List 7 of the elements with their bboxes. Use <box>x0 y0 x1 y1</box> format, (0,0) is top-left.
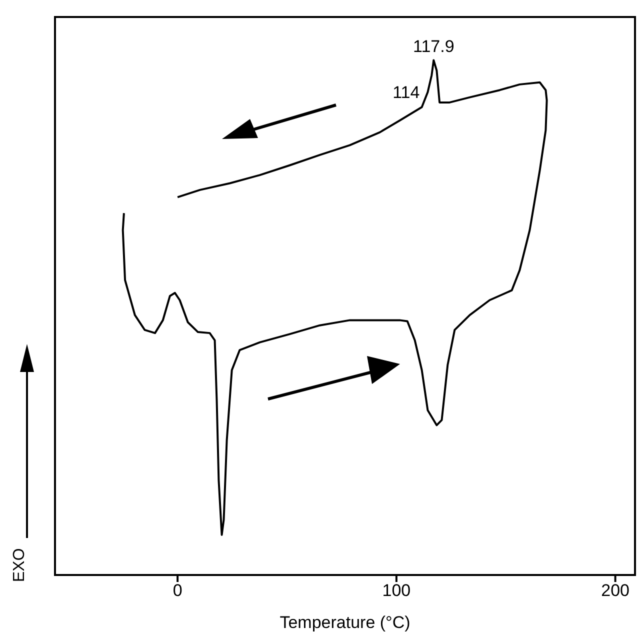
x-axis-title: Temperature (°C) <box>280 613 410 632</box>
annotation: 114 <box>392 83 420 102</box>
y-axis-title: EXO <box>11 548 28 582</box>
x-tick-label: 0 <box>172 581 182 600</box>
x-tick-label: 200 <box>601 581 630 600</box>
annotation: 117.9 <box>413 37 454 56</box>
x-tick-label: 100 <box>382 581 411 600</box>
